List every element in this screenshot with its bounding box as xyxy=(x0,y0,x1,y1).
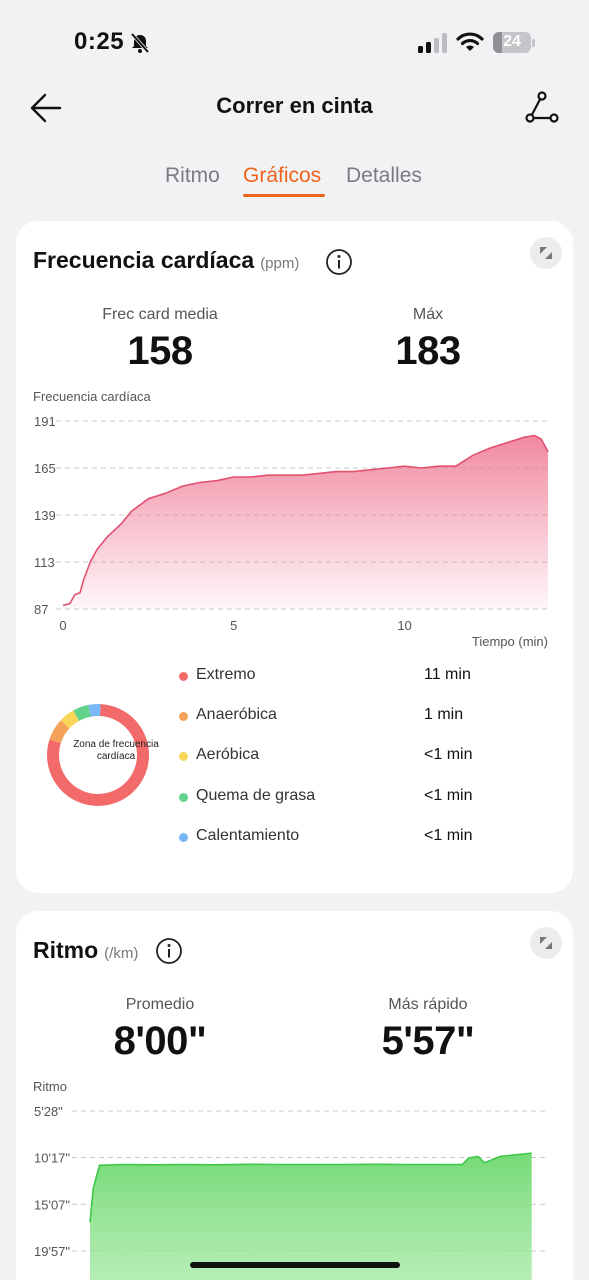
route-icon[interactable] xyxy=(522,88,562,128)
pace-card: Ritmo (/km) Promedio 8'00" Más rápido 5'5… xyxy=(16,911,573,1280)
zone-dot xyxy=(179,833,188,842)
zone-time: <1 min xyxy=(424,827,473,844)
zone-time: 11 min xyxy=(424,666,471,683)
hr-area xyxy=(63,435,548,609)
tab-graficos[interactable]: Gráficos xyxy=(243,164,322,187)
heart-rate-zone-donut xyxy=(47,704,149,806)
y-tick-label: 15'07" xyxy=(34,1197,70,1212)
zone-dot xyxy=(179,793,188,802)
zone-row-anaerobica: Anaeróbica 1 min xyxy=(176,704,476,728)
y-tick-label: 191 xyxy=(34,414,56,429)
y-tick-label: 87 xyxy=(34,602,48,617)
y-tick-label: 165 xyxy=(34,461,56,476)
home-indicator xyxy=(190,1262,400,1268)
x-axis-title: Tiempo (min) xyxy=(472,634,548,649)
x-tick-label: 10 xyxy=(397,618,411,633)
info-icon[interactable] xyxy=(325,248,353,276)
tab-ritmo[interactable]: Ritmo xyxy=(165,164,220,187)
avg-pace-value: 8'00" xyxy=(113,1019,207,1063)
x-tick-label: 5 xyxy=(230,618,237,633)
heart-rate-title: Frecuencia cardíaca (ppm) xyxy=(33,247,300,273)
hr-line xyxy=(62,434,549,607)
pace-line xyxy=(89,1152,532,1223)
zone-row-aerobica: Aeróbica <1 min xyxy=(176,744,476,768)
y-tick-label: 19'57" xyxy=(34,1244,70,1259)
pace-title: Ritmo (/km) xyxy=(33,937,139,963)
status-bar: 0:25 24 xyxy=(0,0,589,80)
fastest-pace-label: Más rápido xyxy=(388,996,468,1013)
zone-row-quema-de-grasa: Quema de grasa <1 min xyxy=(176,785,476,809)
x-tick-label: 0 xyxy=(59,618,66,633)
y-tick-label: 5'28" xyxy=(34,1104,63,1119)
battery-indicator: 24 xyxy=(493,32,535,54)
avg-hr-label: Frec card media xyxy=(102,306,218,323)
expand-icon xyxy=(540,247,552,259)
zone-donut-label: Zona de frecuencia cardíaca xyxy=(73,739,159,762)
expand-button[interactable] xyxy=(530,927,562,959)
zone-name: Aeróbica xyxy=(196,746,260,763)
max-hr-label: Máx xyxy=(412,306,444,323)
zone-segment xyxy=(47,704,149,806)
heart-rate-card: Frecuencia cardíaca (ppm) Frec card media… xyxy=(16,221,573,893)
avg-hr-value: 158 xyxy=(127,329,193,373)
zone-row-calentamiento: Calentamiento <1 min xyxy=(176,825,476,849)
pace-chart-label: Ritmo xyxy=(33,1079,67,1094)
zone-name: Extremo xyxy=(196,666,256,683)
active-tab-indicator xyxy=(243,194,325,197)
fastest-pace-value: 5'57" xyxy=(381,1019,475,1063)
zone-time: 1 min xyxy=(424,706,464,723)
info-icon[interactable] xyxy=(155,937,183,965)
y-tick-label: 10'17" xyxy=(34,1151,70,1166)
pace-chart: 5'28" 10'17" 15'07" 19'57" xyxy=(34,1104,548,1280)
battery-level: 24 xyxy=(503,33,521,50)
zone-time: <1 min xyxy=(424,746,473,763)
zone-row-extremo: Extremo 11 min xyxy=(176,664,476,688)
signal-icon xyxy=(418,33,447,53)
bell-muted-icon xyxy=(130,32,150,54)
zone-name: Quema de grasa xyxy=(196,787,316,804)
y-tick-label: 139 xyxy=(34,508,56,523)
page-title: Correr en cinta xyxy=(216,93,373,118)
avg-pace-label: Promedio xyxy=(125,996,195,1013)
y-tick-label: 113 xyxy=(34,555,55,570)
heart-rate-chart: 191 165 139 113 87 0 5 10 Tiempo (min) xyxy=(34,414,549,649)
zone-name: Anaeróbica xyxy=(196,706,277,723)
zone-dot xyxy=(179,672,188,681)
tab-detalles[interactable]: Detalles xyxy=(346,164,422,187)
status-time: 0:25 xyxy=(74,28,125,55)
hr-chart-label: Frecuencia cardíaca xyxy=(33,389,151,404)
pace-unit: (/km) xyxy=(104,945,139,962)
nav-bar: Correr en cinta xyxy=(0,80,589,136)
back-arrow-icon[interactable] xyxy=(26,88,66,128)
pace-area xyxy=(90,1153,532,1280)
zone-dot xyxy=(179,752,188,761)
wifi-icon xyxy=(456,32,484,51)
max-hr-value: 183 xyxy=(395,329,461,373)
heart-rate-unit: (ppm) xyxy=(260,255,300,272)
expand-button[interactable] xyxy=(530,237,562,269)
zone-name: Calentamiento xyxy=(196,827,300,844)
tab-bar: Ritmo Gráficos Detalles xyxy=(0,160,589,200)
zone-time: <1 min xyxy=(424,787,473,804)
zone-dot xyxy=(179,712,188,721)
expand-icon xyxy=(540,937,552,949)
